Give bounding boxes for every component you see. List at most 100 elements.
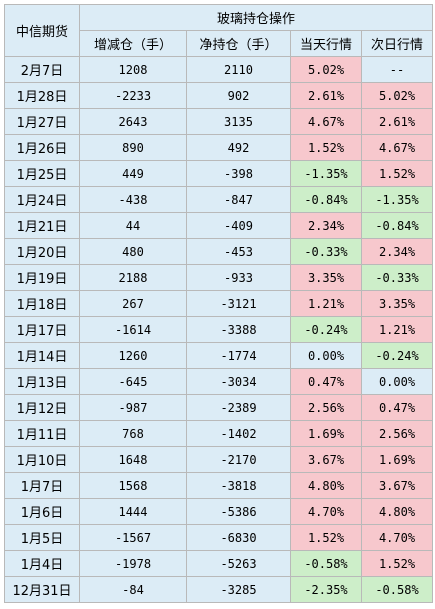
date-cell[interactable]: 2月7日 <box>4 56 80 83</box>
change-cell[interactable]: 480 <box>79 238 187 265</box>
next-cell[interactable]: 4.70% <box>360 524 434 551</box>
net-cell[interactable]: 902 <box>186 82 291 109</box>
date-cell[interactable]: 1月5日 <box>4 524 80 551</box>
change-cell[interactable]: -84 <box>79 576 187 603</box>
date-cell[interactable]: 1月17日 <box>4 316 80 343</box>
table-title[interactable]: 玻璃持仓操作 <box>78 4 434 31</box>
next-cell[interactable]: 3.35% <box>360 290 434 317</box>
change-cell[interactable]: -987 <box>79 394 187 421</box>
net-cell[interactable]: -2170 <box>186 446 291 473</box>
date-cell[interactable]: 1月24日 <box>4 186 80 213</box>
net-cell[interactable]: -1774 <box>186 342 291 369</box>
today-cell[interactable]: 4.67% <box>290 108 362 135</box>
net-cell[interactable]: 2110 <box>186 56 291 83</box>
today-cell[interactable]: 2.34% <box>290 212 362 239</box>
date-cell[interactable]: 1月19日 <box>4 264 80 291</box>
date-cell[interactable]: 12月31日 <box>4 576 80 603</box>
date-cell[interactable]: 1月4日 <box>4 550 80 577</box>
next-cell[interactable]: -0.24% <box>360 342 434 369</box>
next-cell[interactable]: 5.02% <box>360 82 434 109</box>
next-cell[interactable]: 4.80% <box>360 498 434 525</box>
date-cell[interactable]: 1月12日 <box>4 394 80 421</box>
change-cell[interactable]: -1567 <box>79 524 187 551</box>
next-cell[interactable]: 3.67% <box>360 472 434 499</box>
next-cell[interactable]: 0.47% <box>360 394 434 421</box>
date-cell[interactable]: 1月10日 <box>4 446 80 473</box>
net-cell[interactable]: 492 <box>186 134 291 161</box>
next-cell[interactable]: 2.56% <box>360 420 434 447</box>
change-cell[interactable]: 1568 <box>79 472 187 499</box>
date-cell[interactable]: 1月13日 <box>4 368 80 395</box>
net-cell[interactable]: -6830 <box>186 524 291 551</box>
change-cell[interactable]: 1208 <box>79 56 187 83</box>
change-cell[interactable]: 890 <box>79 134 187 161</box>
net-cell[interactable]: 3135 <box>186 108 291 135</box>
net-cell[interactable]: -5263 <box>186 550 291 577</box>
change-cell[interactable]: 267 <box>79 290 187 317</box>
change-cell[interactable]: 449 <box>79 160 187 187</box>
change-cell[interactable]: -2233 <box>79 82 187 109</box>
today-cell[interactable]: 5.02% <box>290 56 362 83</box>
today-cell[interactable]: 3.67% <box>290 446 362 473</box>
change-cell[interactable]: 1444 <box>79 498 187 525</box>
net-cell[interactable]: -3818 <box>186 472 291 499</box>
change-cell[interactable]: -438 <box>79 186 187 213</box>
change-cell[interactable]: 44 <box>79 212 187 239</box>
today-cell[interactable]: 4.80% <box>290 472 362 499</box>
next-cell[interactable]: -1.35% <box>360 186 434 213</box>
header-change[interactable]: 增减仓（手） <box>79 30 187 57</box>
net-cell[interactable]: -847 <box>186 186 291 213</box>
net-cell[interactable]: -3388 <box>186 316 291 343</box>
today-cell[interactable]: 1.69% <box>290 420 362 447</box>
change-cell[interactable]: 1648 <box>79 446 187 473</box>
header-today[interactable]: 当天行情 <box>290 30 362 57</box>
today-cell[interactable]: 4.70% <box>290 498 362 525</box>
date-cell[interactable]: 1月7日 <box>4 472 80 499</box>
change-cell[interactable]: -1978 <box>79 550 187 577</box>
header-net[interactable]: 净持仓（手） <box>186 30 291 57</box>
net-cell[interactable]: -3285 <box>186 576 291 603</box>
date-cell[interactable]: 1月14日 <box>4 342 80 369</box>
net-cell[interactable]: -398 <box>186 160 291 187</box>
today-cell[interactable]: 1.52% <box>290 524 362 551</box>
date-cell[interactable]: 1月18日 <box>4 290 80 317</box>
net-cell[interactable]: -3121 <box>186 290 291 317</box>
date-cell[interactable]: 1月27日 <box>4 108 80 135</box>
today-cell[interactable]: -2.35% <box>290 576 362 603</box>
today-cell[interactable]: -0.84% <box>290 186 362 213</box>
change-cell[interactable]: -645 <box>79 368 187 395</box>
date-cell[interactable]: 1月26日 <box>4 134 80 161</box>
change-cell[interactable]: 2643 <box>79 108 187 135</box>
next-cell[interactable]: -0.33% <box>360 264 434 291</box>
date-cell[interactable]: 1月20日 <box>4 238 80 265</box>
next-cell[interactable]: 2.34% <box>360 238 434 265</box>
today-cell[interactable]: 2.56% <box>290 394 362 421</box>
today-cell[interactable]: 2.61% <box>290 82 362 109</box>
header-next[interactable]: 次日行情 <box>360 30 434 57</box>
net-cell[interactable]: -1402 <box>186 420 291 447</box>
today-cell[interactable]: 1.21% <box>290 290 362 317</box>
next-cell[interactable]: 1.52% <box>360 160 434 187</box>
next-cell[interactable]: 1.21% <box>360 316 434 343</box>
today-cell[interactable]: -0.24% <box>290 316 362 343</box>
next-cell[interactable]: 1.52% <box>360 550 434 577</box>
net-cell[interactable]: -2389 <box>186 394 291 421</box>
date-cell[interactable]: 1月6日 <box>4 498 80 525</box>
date-cell[interactable]: 1月11日 <box>4 420 80 447</box>
change-cell[interactable]: 2188 <box>79 264 187 291</box>
next-cell[interactable]: 4.67% <box>360 134 434 161</box>
change-cell[interactable]: -1614 <box>79 316 187 343</box>
change-cell[interactable]: 1260 <box>79 342 187 369</box>
net-cell[interactable]: -409 <box>186 212 291 239</box>
date-cell[interactable]: 1月21日 <box>4 212 80 239</box>
next-cell[interactable]: 2.61% <box>360 108 434 135</box>
next-cell[interactable]: -- <box>360 56 434 83</box>
today-cell[interactable]: 0.00% <box>290 342 362 369</box>
today-cell[interactable]: 0.47% <box>290 368 362 395</box>
broker-label[interactable]: 中信期货 <box>4 4 80 57</box>
next-cell[interactable]: -0.84% <box>360 212 434 239</box>
today-cell[interactable]: -0.58% <box>290 550 362 577</box>
net-cell[interactable]: -3034 <box>186 368 291 395</box>
next-cell[interactable]: 0.00% <box>360 368 434 395</box>
today-cell[interactable]: 1.52% <box>290 134 362 161</box>
